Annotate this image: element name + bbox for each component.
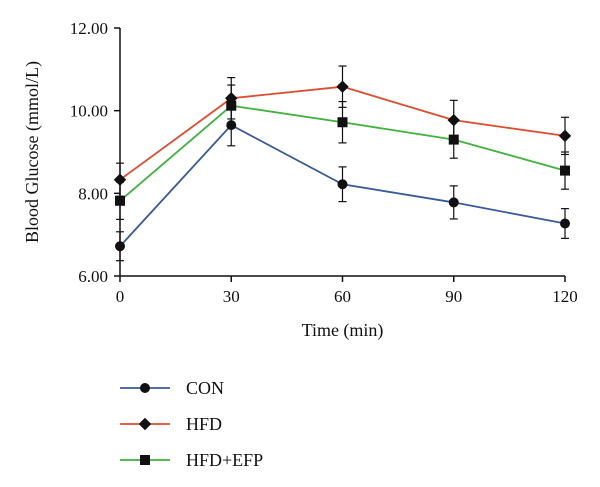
data-point	[560, 218, 570, 229]
y-tick-label: 12.00	[70, 19, 108, 38]
x-axis-label: Time (min)	[302, 320, 384, 341]
y-tick-label: 6.00	[78, 267, 108, 286]
data-point	[448, 197, 459, 208]
y-axis-ticks: 6.00 8.00 10.00 12.00	[70, 19, 120, 286]
x-tick-label: 120	[552, 287, 578, 306]
legend-item: CON	[120, 378, 224, 398]
legend-item: HFD+EFP	[120, 450, 263, 470]
legend: CON HFD HFD+EFP	[120, 378, 263, 470]
x-tick-label: 0	[116, 287, 125, 306]
y-axis-label: Blood Glucose (mmol/L)	[22, 61, 43, 243]
data-point	[226, 100, 237, 111]
x-axis-ticks: 0 30 60 90 120	[116, 276, 578, 306]
legend-label: HFD+EFP	[186, 450, 263, 470]
legend-label: CON	[186, 378, 224, 398]
y-tick-label: 10.00	[70, 102, 108, 121]
data-point	[337, 117, 348, 128]
legend-marker	[138, 417, 152, 431]
y-tick-label: 8.00	[78, 184, 108, 203]
data-point	[448, 134, 459, 145]
legend-label: HFD	[186, 414, 222, 434]
plot-area	[113, 65, 572, 262]
series-con	[115, 103, 570, 262]
data-point	[558, 129, 572, 143]
x-tick-label: 30	[223, 287, 240, 306]
x-tick-label: 60	[334, 287, 351, 306]
series-hfd-efp	[115, 84, 570, 220]
x-tick-label: 90	[445, 287, 462, 306]
data-point	[115, 241, 125, 252]
legend-item: HFD	[120, 414, 222, 434]
data-point	[336, 80, 349, 93]
legend-marker	[140, 455, 150, 465]
data-point	[115, 195, 125, 206]
data-point	[337, 179, 348, 190]
data-point	[560, 165, 570, 176]
legend-marker	[140, 383, 150, 393]
